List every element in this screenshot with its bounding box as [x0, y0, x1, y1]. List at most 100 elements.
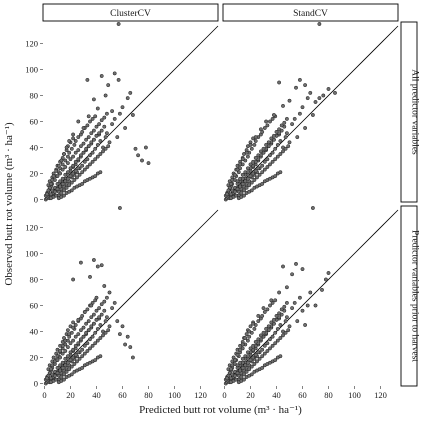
data-point [303, 323, 308, 327]
data-point [88, 119, 92, 124]
data-point [284, 315, 289, 320]
data-point [98, 152, 103, 156]
data-point [245, 166, 250, 171]
data-point [58, 363, 63, 368]
data-point [69, 364, 74, 369]
data-point [265, 123, 270, 128]
data-point [80, 181, 85, 186]
data-point [65, 354, 70, 359]
data-point [265, 157, 270, 162]
data-point [49, 367, 53, 372]
data-point [278, 152, 283, 156]
data-point [63, 349, 68, 353]
data-point [278, 354, 283, 359]
data-point [93, 114, 98, 119]
data-point [255, 175, 259, 180]
data-point [265, 349, 270, 353]
data-point [270, 150, 275, 155]
data-point [247, 367, 252, 372]
data-point [63, 158, 68, 163]
data-point [82, 310, 87, 314]
data-point [136, 153, 141, 158]
data-point [245, 338, 250, 343]
data-point [94, 308, 99, 313]
scatter-panel [43, 22, 219, 202]
data-point [82, 343, 87, 348]
data-point [256, 319, 261, 324]
data-point [242, 377, 246, 382]
data-point [300, 105, 305, 110]
data-point [80, 129, 85, 134]
data-point [249, 188, 254, 193]
data-point [260, 181, 265, 186]
y-tick-label: 80 [30, 275, 39, 285]
data-point [107, 140, 112, 145]
data-point [251, 343, 256, 348]
data-point [260, 313, 265, 318]
data-point [305, 96, 310, 101]
row-strip-box [400, 21, 418, 203]
data-point [243, 336, 248, 340]
data-point [69, 372, 74, 377]
data-point [73, 168, 78, 173]
data-point [107, 290, 112, 295]
data-point [51, 355, 56, 360]
data-point [103, 146, 108, 151]
data-point [95, 326, 100, 331]
data-point [54, 193, 59, 198]
x-tick-label: 0 [222, 390, 226, 400]
data-point [69, 146, 74, 151]
data-point [68, 350, 73, 355]
data-point [115, 135, 120, 140]
data-point [262, 343, 267, 348]
data-point [60, 181, 65, 186]
data-point [99, 118, 104, 123]
data-point [68, 166, 73, 171]
data-point [310, 206, 315, 210]
data-point [248, 358, 253, 363]
data-point [247, 183, 252, 188]
data-point [283, 319, 288, 324]
data-point [273, 330, 278, 335]
data-point [62, 188, 66, 193]
data-point [93, 174, 98, 179]
data-point [73, 352, 78, 357]
data-point [290, 272, 295, 277]
data-point [238, 368, 243, 373]
data-point [242, 193, 246, 198]
data-point [281, 333, 285, 338]
data-point [65, 161, 70, 166]
axes: 0 20 40 60 80 100 120 0 20 40 60 80 100 120 0 20 40 60 80 1… [25, 39, 387, 401]
data-point [54, 168, 59, 173]
data-point [60, 351, 65, 356]
data-point [249, 364, 254, 369]
data-point [86, 135, 91, 140]
x-tick-label: 120 [374, 390, 387, 400]
data-point [245, 360, 250, 365]
data-point [55, 365, 60, 370]
data-point [89, 324, 94, 329]
data-point [72, 178, 77, 182]
data-point [115, 319, 120, 324]
data-point [292, 300, 297, 305]
data-point [94, 124, 99, 129]
data-point [104, 111, 109, 116]
data-point [76, 119, 81, 124]
data-point [238, 184, 243, 189]
data-point [297, 295, 302, 300]
data-point [60, 162, 65, 167]
data-point [106, 328, 111, 333]
data-point [102, 124, 107, 129]
data-point [88, 162, 92, 167]
data-point [268, 303, 272, 308]
data-point [268, 162, 272, 167]
data-point [76, 341, 81, 346]
data-point [60, 167, 65, 172]
data-point [104, 315, 109, 320]
data-point [269, 320, 274, 325]
data-point [235, 179, 240, 184]
data-point [240, 181, 245, 186]
identity-line [224, 209, 399, 384]
data-point [99, 312, 104, 317]
data-point [101, 149, 105, 154]
